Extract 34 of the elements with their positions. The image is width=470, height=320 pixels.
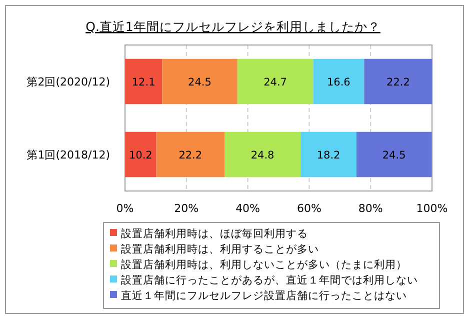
bar xyxy=(162,58,238,104)
data-label: 24.7 xyxy=(264,76,287,88)
x-tick-label: 0% xyxy=(116,202,134,215)
x-tick-label: 40% xyxy=(236,202,260,215)
bar xyxy=(356,132,432,178)
legend-label: 設置店舗利用時は、ほぼ毎回利用する xyxy=(121,227,308,240)
bar xyxy=(364,58,432,104)
legend-label: 設置店舗利用時は、利用することが多い xyxy=(121,242,319,256)
bar xyxy=(313,58,364,104)
bar xyxy=(156,132,224,178)
x-tick-label: 80% xyxy=(358,202,383,215)
data-label: 24.5 xyxy=(188,76,212,88)
y-tick-label: 第1回(2018/12) xyxy=(26,148,110,162)
legend-label: 設置店舗に行ったことがあるが、直近１年間では利用しない xyxy=(121,274,418,286)
data-label: 24.8 xyxy=(250,150,274,162)
chart-title: Q.直近1年間にフルセルフレジを利用しましたか？ xyxy=(86,19,380,34)
data-label: 12.1 xyxy=(132,76,156,88)
data-label: 22.2 xyxy=(178,150,202,162)
data-label: 24.5 xyxy=(382,150,406,162)
data-label: 22.2 xyxy=(386,76,410,88)
bar xyxy=(224,132,301,178)
data-label: 10.2 xyxy=(128,150,152,162)
bar xyxy=(125,58,162,104)
data-label: 18.2 xyxy=(316,150,340,162)
bar xyxy=(237,58,314,104)
bar xyxy=(300,132,356,178)
data-label: 16.6 xyxy=(326,76,351,88)
x-tick-label: 20% xyxy=(174,202,199,215)
legend-label: 設置店舗利用時は、利用しないことが多い（たまに利用） xyxy=(121,258,407,271)
y-tick-label: 第2回(2020/12) xyxy=(26,76,110,88)
x-tick-label: 60% xyxy=(296,202,322,215)
legend-label: 直近１年間にフルセルフレジ設置店舗に行ったことはない xyxy=(121,289,407,302)
x-tick-label: 100% xyxy=(416,202,448,215)
bar xyxy=(125,132,156,178)
